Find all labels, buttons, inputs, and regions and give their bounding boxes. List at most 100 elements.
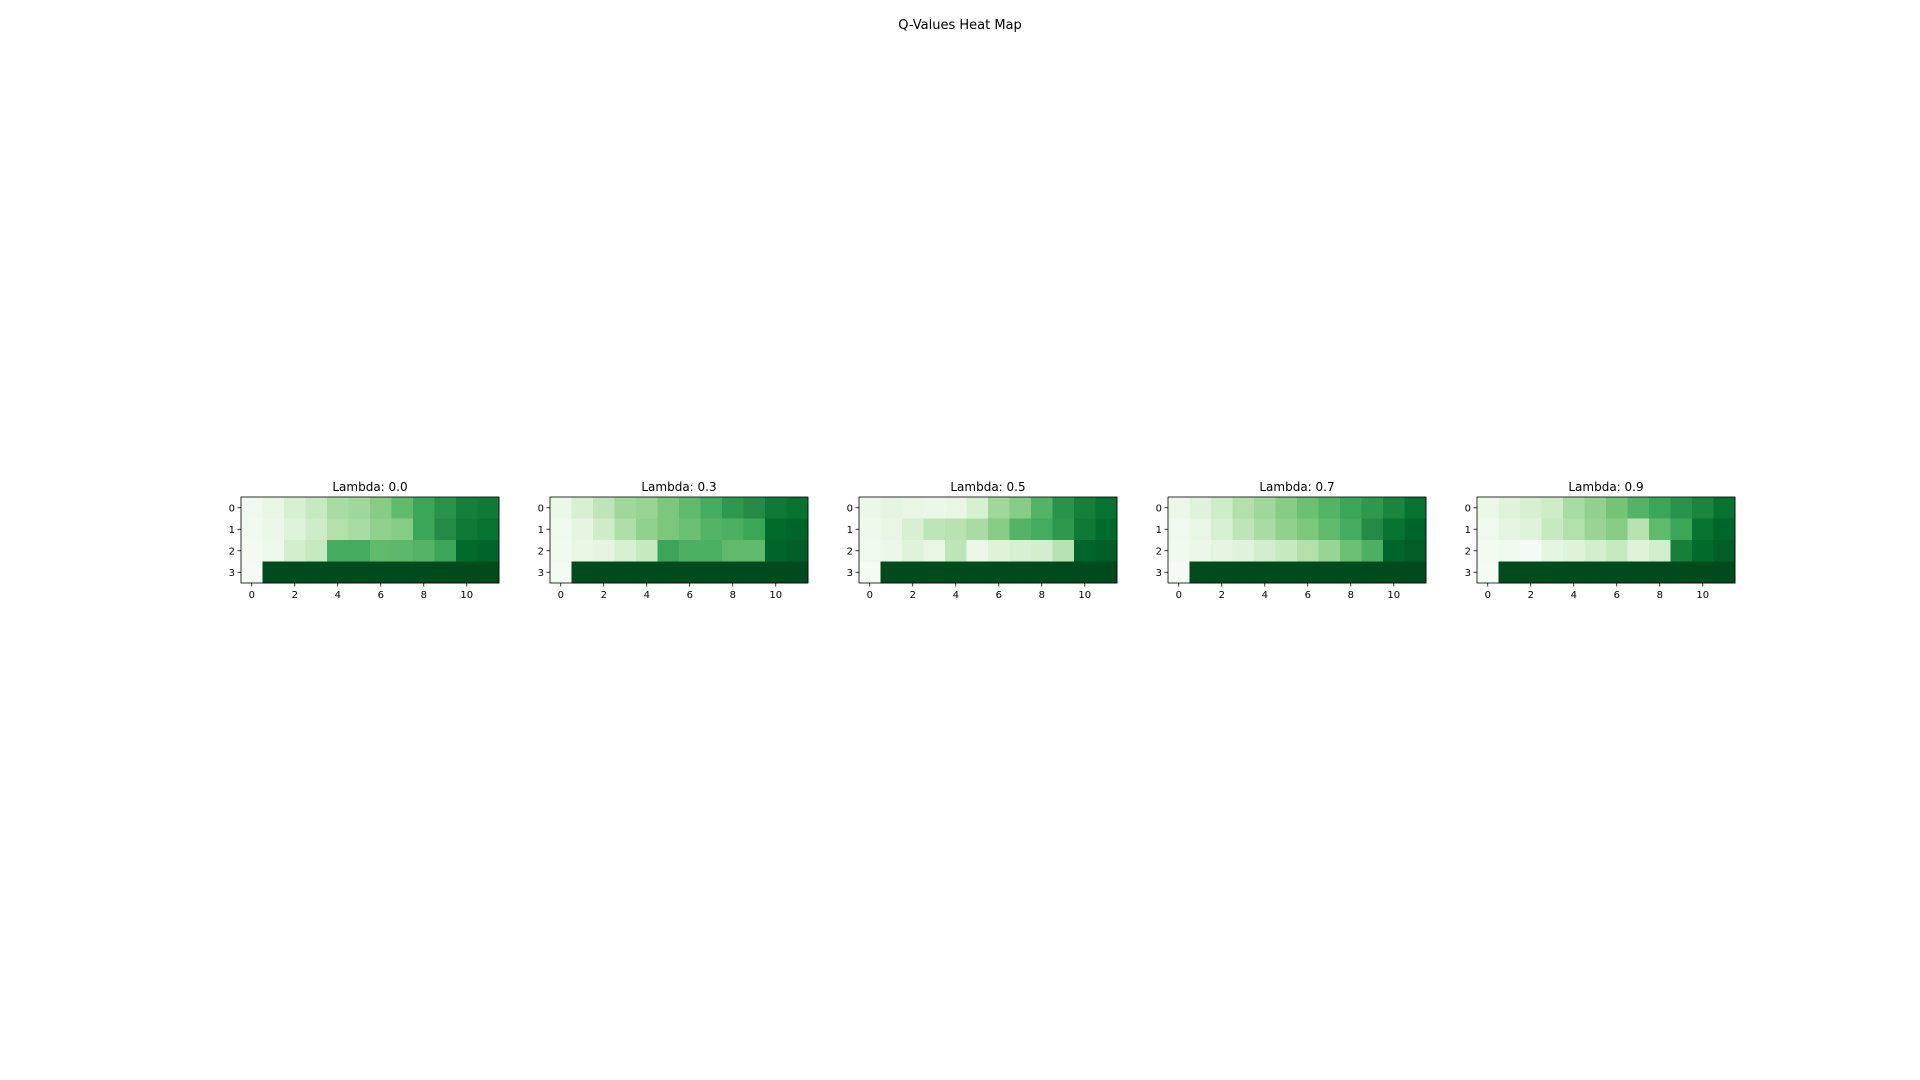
axes-frame [1167,496,1427,584]
heatmap-cell [327,540,349,562]
heatmap-cell [1520,540,1542,562]
x-tick-label: 0 [249,590,255,601]
heatmap-cell [988,518,1010,541]
axes-frame [1476,496,1736,584]
heatmap-cell [1361,518,1384,541]
heatmap-cell [700,561,723,584]
heatmap-cell [1404,540,1427,562]
y-tick-label: 1 [847,525,853,536]
heatmap-cell [945,497,967,519]
heatmap-cell [902,540,924,562]
x-tick-label: 4 [644,590,650,601]
heatmap-cell [456,518,478,541]
x-tick-label: 4 [1571,590,1577,601]
heatmap-cell [1383,518,1405,541]
axes-frame [858,496,1118,584]
heatmap-cell [1541,540,1564,562]
heatmap-cell [1404,518,1427,541]
heatmap-cell [370,540,392,562]
heatmap-cell [700,540,723,562]
heatmap-cell [988,497,1010,519]
x-tick-label: 4 [1262,590,1268,601]
heatmap-cell [1498,561,1521,584]
heatmap-cell [636,561,658,584]
panel-title: Lambda: 0.3 [641,480,716,494]
heatmap-cell [923,518,946,541]
heatmap-cell [1318,497,1341,519]
x-tick-label: 8 [421,590,427,601]
heatmap-cell [1297,561,1319,584]
heatmap-panel-1: Lambda: 0.3 0 1 2 3 0 2 4 6 8 10 [538,480,809,601]
heatmap-cell [1606,518,1628,541]
heatmap-cell [923,540,946,562]
heatmap-cell [923,561,946,584]
heatmap-cell [945,540,967,562]
heatmap-cell [1168,540,1190,562]
heatmap-cell [765,540,787,562]
y-tick-label: 2 [1156,546,1162,557]
y-tick-label: 1 [538,525,544,536]
heatmap-cell [1340,561,1362,584]
heatmap-cell [434,561,457,584]
heatmap-cell [1074,561,1096,584]
heatmap-cell [1232,561,1255,584]
heatmap-cell [284,497,306,519]
heatmap-cell [1052,497,1075,519]
heatmap-cell [348,497,371,519]
heatmap-cell [614,561,637,584]
heatmap-cell [305,497,328,519]
heatmap-cell [1297,540,1319,562]
heatmap-cell [1189,518,1212,541]
heatmap-cell [413,561,435,584]
heatmap-cell [434,497,457,519]
heatmap-cell [1254,540,1276,562]
heatmap-cell [743,540,766,562]
heatmap-cell [1713,497,1736,519]
heatmap-cell [1606,561,1628,584]
x-tick-label: 2 [1528,590,1534,601]
heatmap-cell [1584,497,1607,519]
heatmap-cell [1563,561,1585,584]
heatmap-cell [1404,497,1427,519]
heatmap-cell [1498,518,1521,541]
heatmap-cell [1477,561,1499,584]
heatmap-cell [305,540,328,562]
heatmap-cell [262,518,285,541]
heatmap-cell [614,497,637,519]
heatmap-cell [1340,497,1362,519]
y-tick-label: 2 [847,546,853,557]
heatmap-cell [284,561,306,584]
heatmap-cell [571,518,594,541]
heatmap-cell [679,497,701,519]
heatmap-cell [1275,540,1298,562]
heatmap-cell [1168,561,1190,584]
axes-frame [549,496,809,584]
heatmap-cell [262,497,285,519]
heatmap-cell [305,561,328,584]
heatmap-cell [1627,497,1650,519]
y-tick-label: 2 [1465,546,1471,557]
heatmap-cell [571,561,594,584]
heatmap-cell [1541,518,1564,541]
heatmap-cell [348,518,371,541]
heatmap-cell [1692,518,1714,541]
heatmap-cell [1670,497,1693,519]
heatmap-cell [743,561,766,584]
heatmap-cell [1541,497,1564,519]
heatmap-cell [1498,497,1521,519]
heatmap-cell [1340,540,1362,562]
heatmap-cell [241,561,263,584]
heatmap-cell [1031,518,1053,541]
heatmap-cell [1074,518,1096,541]
x-tick-label: 10 [1078,590,1091,601]
x-tick-label: 2 [292,590,298,601]
axes-frame [240,496,500,584]
heatmap-cell [1254,561,1276,584]
heatmap-cell [700,497,723,519]
heatmap-cell [1606,497,1628,519]
heatmap-cell [1520,561,1542,584]
x-tick-label: 2 [910,590,916,601]
heatmap-cell [327,518,349,541]
heatmap-cell [880,497,903,519]
heatmap-cell [902,561,924,584]
